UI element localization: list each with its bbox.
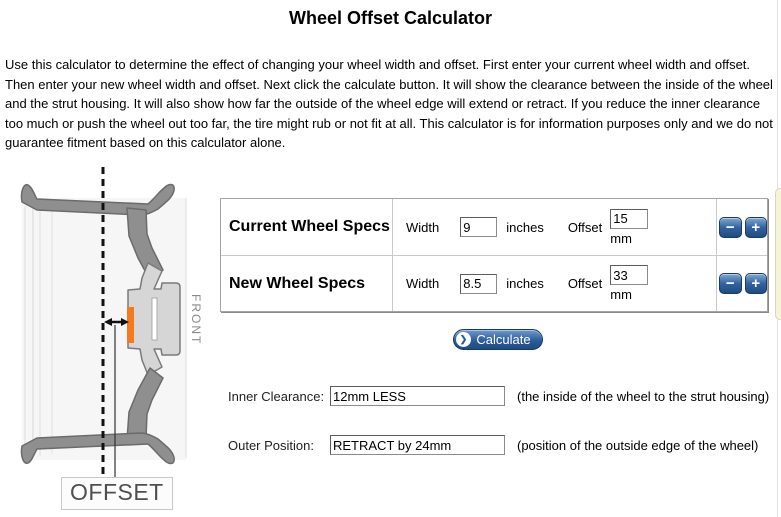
new-specs-label-cell: New Wheel Specs — [221, 256, 393, 311]
outer-position-note: (position of the outside edge of the whe… — [517, 438, 759, 453]
new-width-input[interactable] — [460, 273, 498, 294]
outer-position-label: Outer Position: — [228, 438, 314, 453]
page-title: Wheel Offset Calculator — [288, 8, 493, 28]
new-offset-input[interactable] — [610, 265, 649, 285]
current-stepper-cell: − + — [717, 199, 767, 256]
outer-position-input[interactable] — [330, 435, 505, 455]
offset-unit-label: mm — [610, 230, 632, 246]
width-label: Width — [406, 219, 440, 235]
current-minus-button[interactable]: − — [719, 216, 742, 238]
calculate-button-label: Calculate — [476, 332, 531, 347]
current-width-input[interactable] — [460, 217, 498, 237]
current-specs-label-cell: Current Wheel Specs — [221, 199, 393, 256]
new-stepper-cell: − + — [717, 256, 767, 311]
cut-off-side-panel — [775, 188, 781, 320]
new-specs-label: New Wheel Specs — [229, 274, 366, 292]
current-specs-fields-cell: Width inches Offset mm — [393, 199, 717, 256]
current-plus-button[interactable]: + — [744, 216, 767, 238]
wheel-cross-section-illustration: FRONT — [20, 167, 203, 479]
offset-label: Offset — [567, 276, 603, 291]
current-offset-input[interactable] — [610, 208, 649, 229]
offset-label: OFFSET — [61, 477, 173, 510]
new-plus-button[interactable]: + — [744, 273, 767, 294]
width-label: Width — [406, 276, 440, 291]
inner-clearance-label: Inner Clearance: — [228, 389, 325, 404]
new-specs-fields-cell: Width inches Offset mm — [393, 256, 717, 311]
calculate-button[interactable]: ❯ Calculate — [453, 329, 543, 350]
inner-clearance-row: Inner Clearance: (the inside of the whee… — [228, 386, 778, 408]
new-minus-button[interactable]: − — [719, 273, 742, 294]
intro-text: Use this calculator to determine the eff… — [5, 57, 773, 150]
front-label: FRONT — [189, 294, 203, 345]
wheel-offset-diagram: FRONT OFFSET — [0, 158, 212, 517]
offset-unit-label: mm — [610, 287, 632, 302]
mounting-pad-accent — [127, 307, 134, 343]
outer-position-row: Outer Position: (position of the outside… — [228, 435, 778, 457]
wheel-specs-table: Current Wheel Specs Width inches Offset … — [220, 198, 768, 312]
width-unit-label: inches — [506, 219, 544, 235]
width-unit-label: inches — [506, 276, 544, 291]
inner-clearance-input[interactable] — [330, 386, 505, 406]
chevron-right-icon: ❯ — [456, 332, 471, 347]
current-specs-label: Current Wheel Specs — [229, 218, 390, 235]
inner-clearance-note: (the inside of the wheel to the strut ho… — [517, 389, 770, 404]
offset-label: Offset — [567, 219, 603, 235]
